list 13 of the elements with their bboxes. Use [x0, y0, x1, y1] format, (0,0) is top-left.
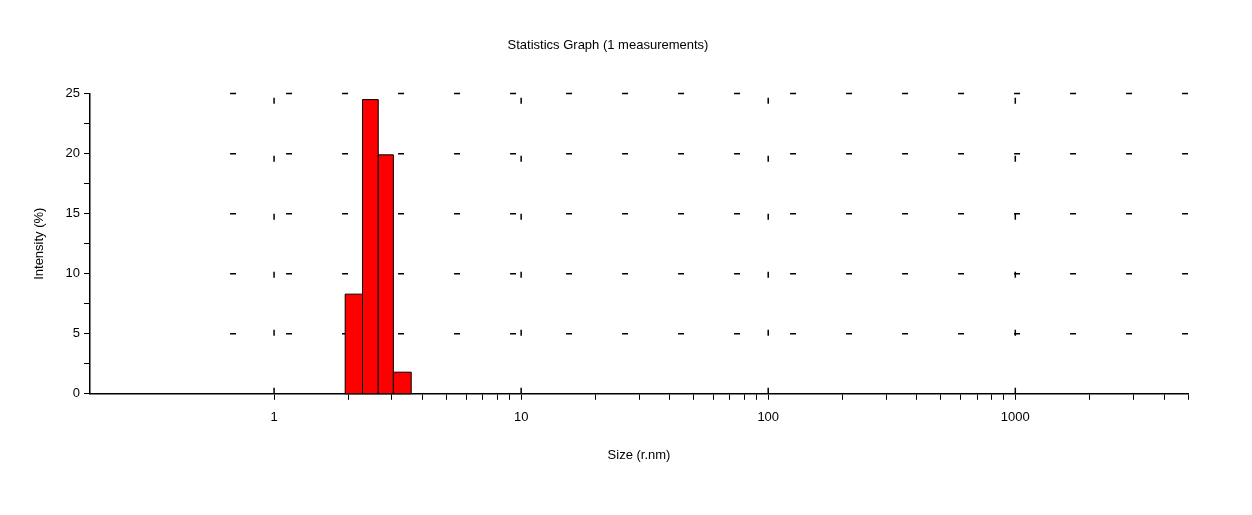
x-tick-label: 1000 — [1000, 409, 1030, 425]
x-tick-label: 10 — [513, 409, 529, 425]
y-tick-label: 20 — [65, 145, 81, 161]
x-axis-title: Size (r.nm) — [607, 446, 671, 462]
x-tick-label: 100 — [757, 409, 780, 425]
y-axis-title: Intensity (%) — [31, 207, 47, 280]
y-tick-label: 25 — [65, 85, 81, 101]
chart-title: Statistics Graph (1 measurements) — [507, 37, 709, 53]
y-tick-label: 15 — [65, 205, 81, 221]
y-tick-label: 0 — [72, 385, 81, 401]
x-tick-label: 1 — [270, 409, 278, 425]
y-tick-label: 10 — [65, 265, 81, 281]
y-tick-label: 5 — [72, 325, 81, 341]
